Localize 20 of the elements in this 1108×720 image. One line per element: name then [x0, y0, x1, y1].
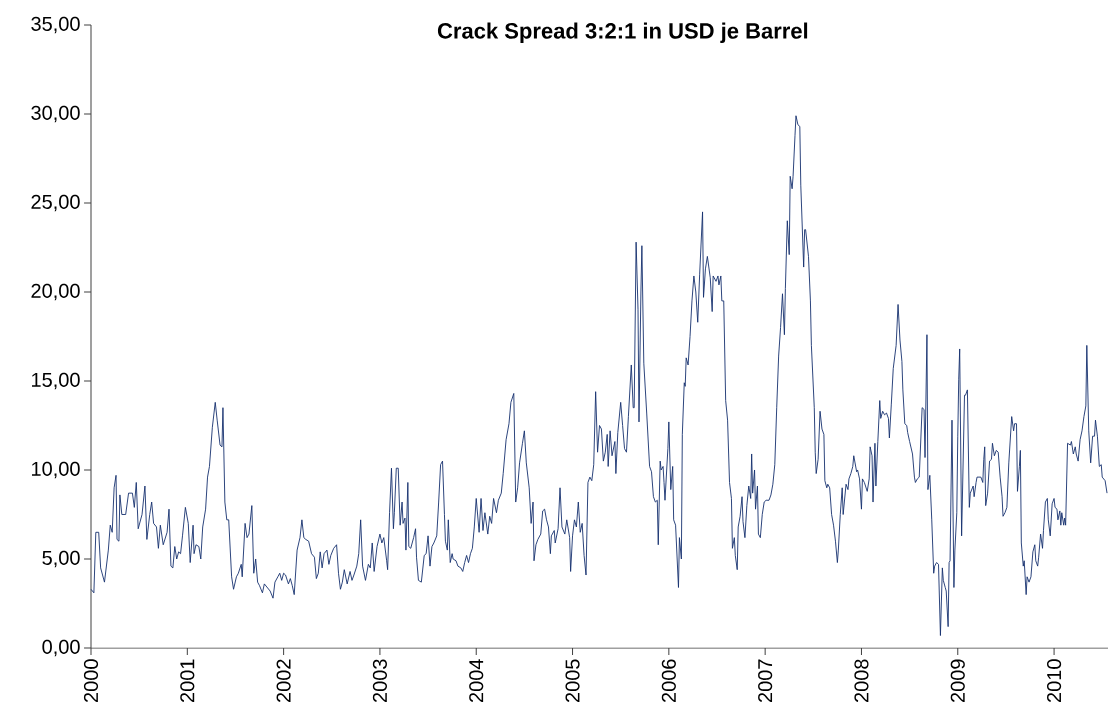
- y-tick-label: 15,00: [32, 372, 80, 390]
- y-tick-label: 20,00: [31, 283, 80, 301]
- x-tick-label: 2002: [276, 659, 291, 703]
- y-tick-label: 30,00: [31, 105, 80, 123]
- y-tick-label: 25,00: [31, 194, 80, 212]
- x-tick-label: 2007: [758, 659, 773, 703]
- x-tick-label: 2008: [854, 659, 869, 703]
- x-tick-label: 2010: [1047, 659, 1062, 703]
- x-tick-label: 2009: [950, 659, 965, 703]
- x-tick-label: 2001: [180, 659, 195, 703]
- x-tick-label: 2000: [83, 659, 99, 703]
- x-tick-label: 2004: [469, 659, 484, 703]
- y-tick-label: 35,00: [31, 16, 80, 34]
- y-tick-label: 0,00: [42, 639, 80, 657]
- y-tick-label: 10,00: [32, 461, 80, 479]
- y-tick-label: 5,00: [42, 550, 80, 568]
- chart-title: Crack Spread 3:2:1 in USD je Barrel: [437, 22, 808, 44]
- x-tick-label: 2005: [565, 659, 580, 703]
- x-tick-label: 2006: [661, 659, 676, 703]
- x-tick-label: 2003: [372, 659, 387, 703]
